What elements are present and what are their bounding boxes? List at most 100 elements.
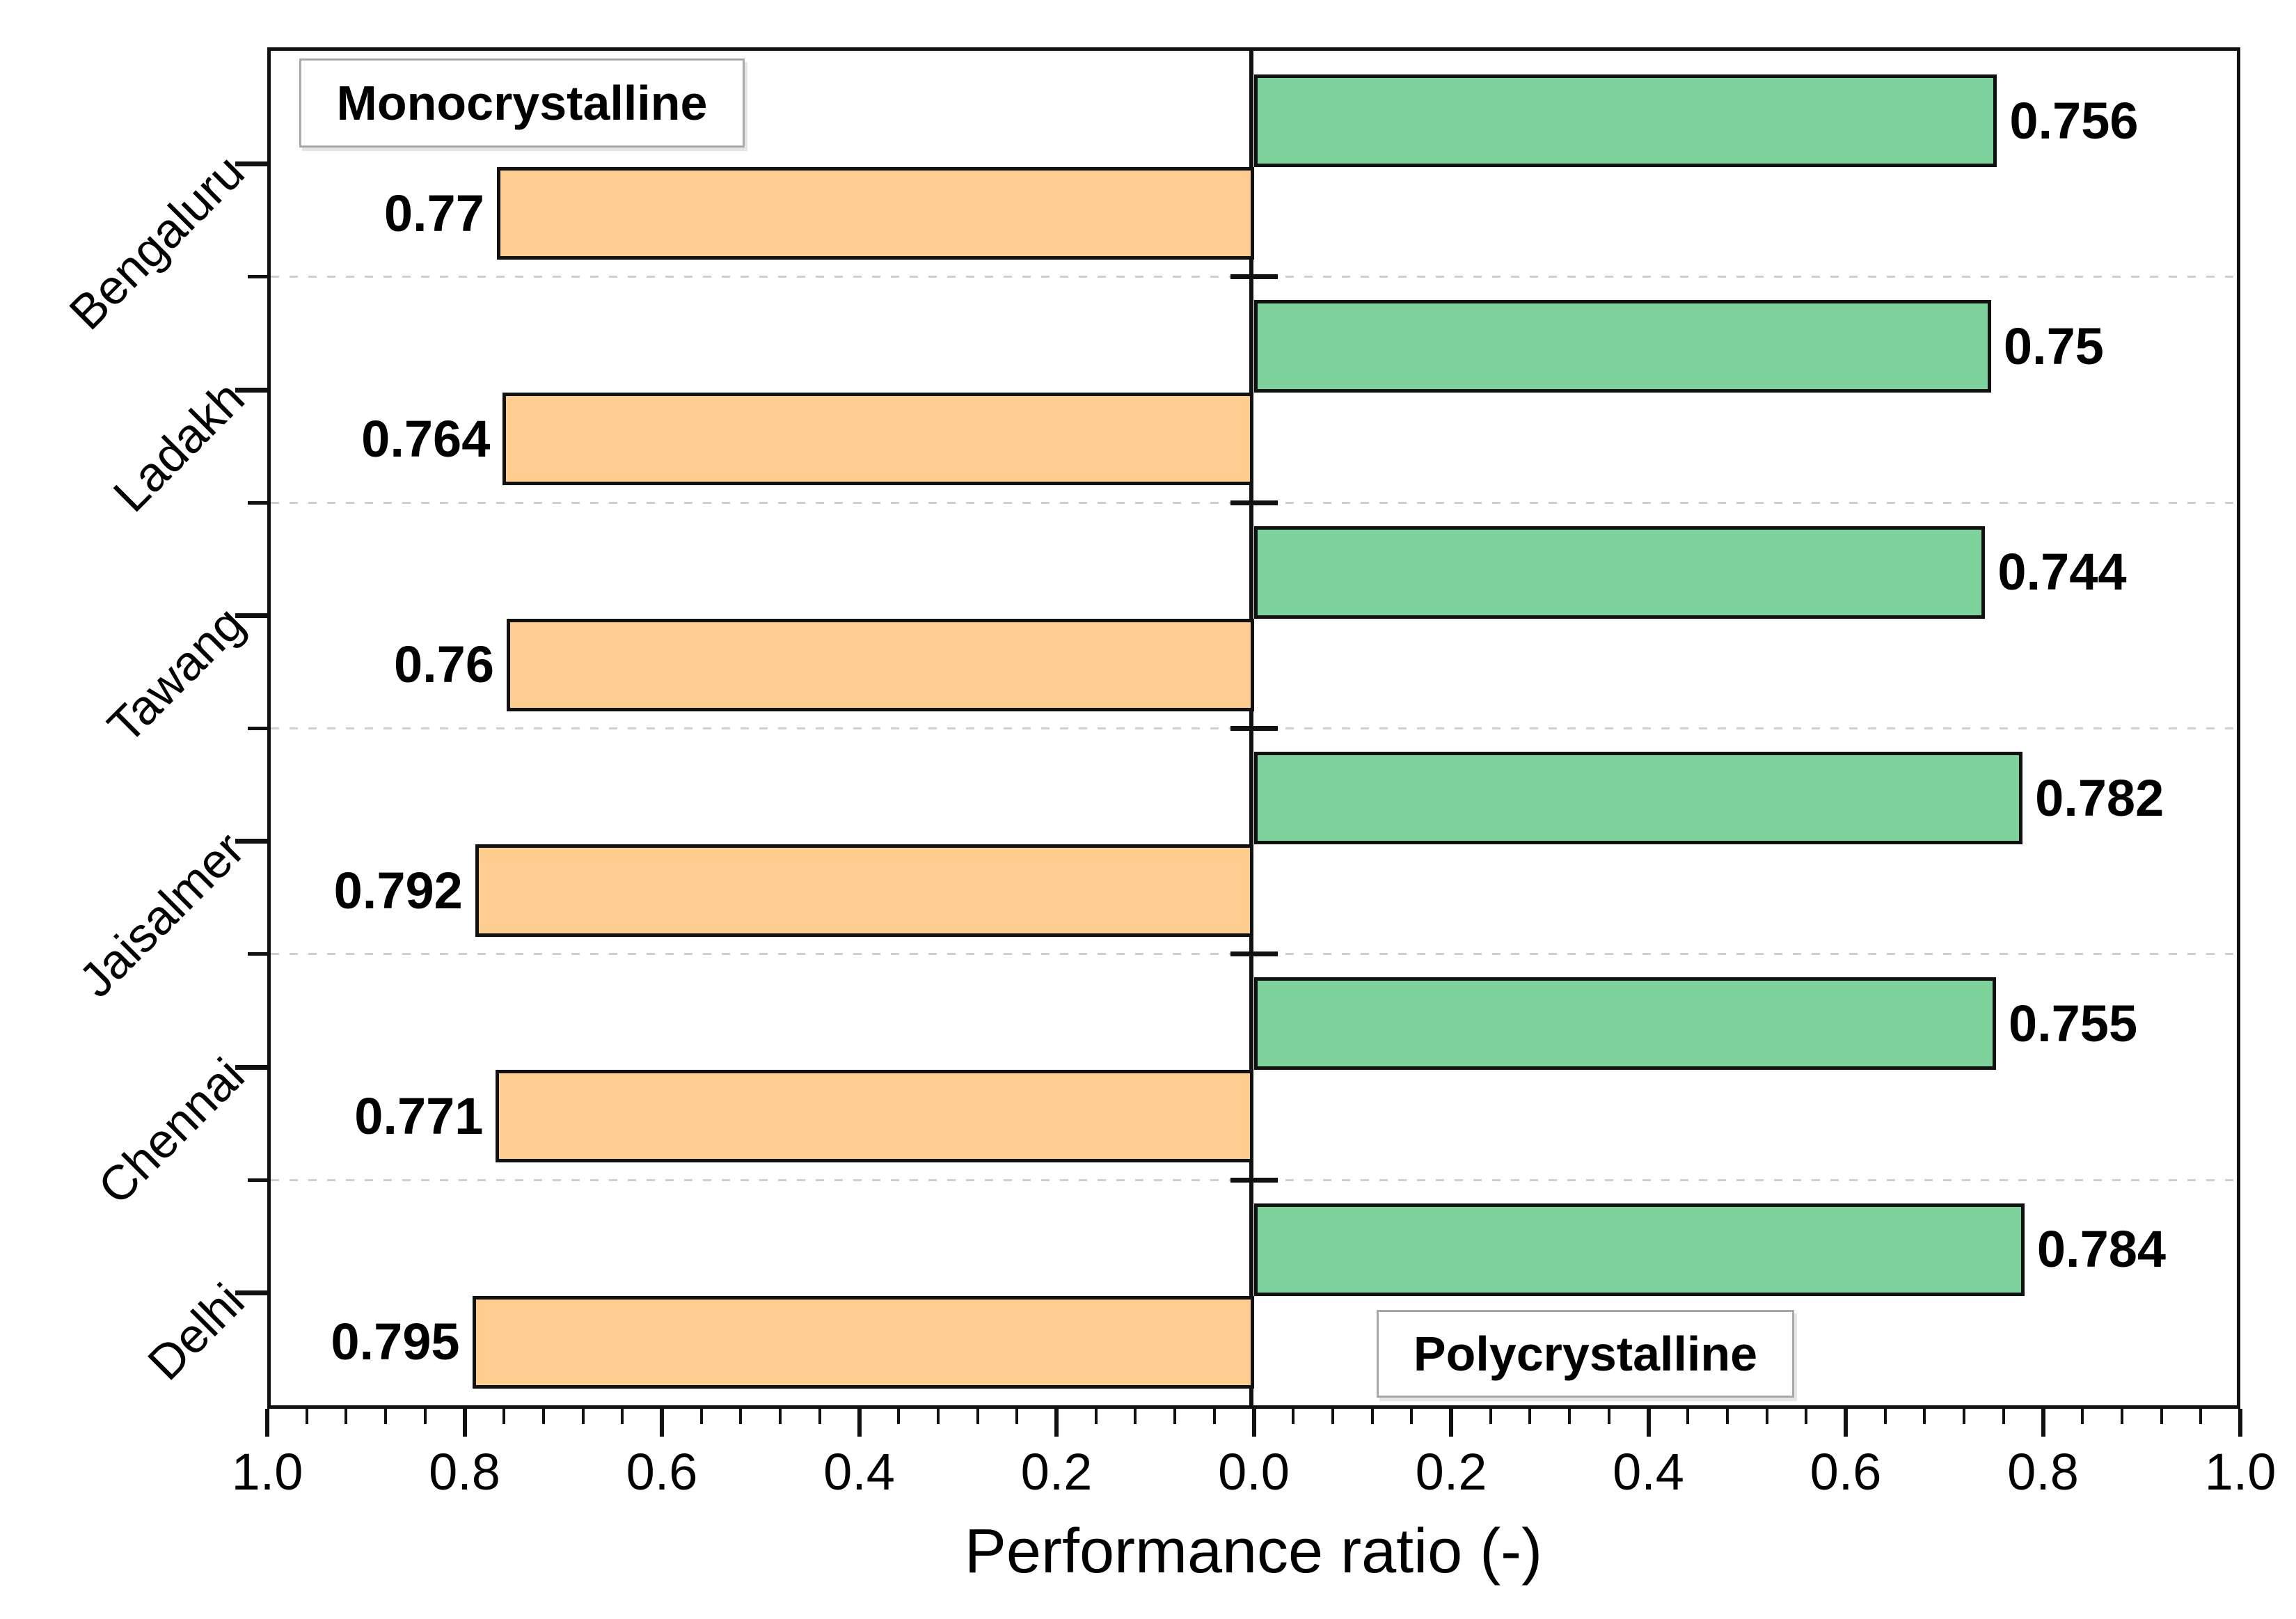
bar-value-label: 0.792 xyxy=(333,861,463,919)
x-axis-minor-tick xyxy=(936,1409,940,1424)
x-axis-minor-tick xyxy=(1173,1409,1177,1424)
x-axis-minor-tick xyxy=(739,1409,743,1424)
legend-polycrystalline: Polycrystalline xyxy=(1377,1310,1794,1398)
bar-polycrystalline-tawang xyxy=(1253,526,1986,619)
legend-monocrystalline-label: Monocrystalline xyxy=(336,76,708,130)
x-axis-minor-tick xyxy=(2160,1409,2163,1424)
x-axis-minor-tick xyxy=(621,1409,624,1424)
bar-value-label: 0.771 xyxy=(354,1087,484,1145)
x-axis-tick-label: 0.4 xyxy=(823,1443,895,1501)
x-axis-major-tick xyxy=(857,1409,862,1437)
x-axis-minor-tick xyxy=(1805,1409,1808,1424)
x-axis-minor-tick xyxy=(1568,1409,1571,1424)
x-axis-minor-tick xyxy=(1686,1409,1690,1424)
x-axis-minor-tick xyxy=(305,1409,308,1424)
x-axis-tick-label: 1.0 xyxy=(2204,1443,2277,1501)
y-axis-major-tick xyxy=(235,161,267,167)
bar-value-label: 0.782 xyxy=(2035,768,2164,827)
y-axis-major-tick xyxy=(235,1064,267,1070)
x-axis-minor-tick xyxy=(423,1409,427,1424)
x-axis-major-tick xyxy=(1251,1409,1256,1437)
x-axis-minor-tick xyxy=(1212,1409,1216,1424)
x-axis-minor-tick xyxy=(1883,1409,1887,1424)
x-axis-minor-tick xyxy=(779,1409,782,1424)
x-axis-tick-label: 0.6 xyxy=(1810,1443,1882,1501)
bar-value-label: 0.764 xyxy=(361,409,491,468)
x-axis-title: Performance ratio (-) xyxy=(964,1517,1543,1586)
bar-value-label: 0.744 xyxy=(1997,543,2127,601)
bar-monocrystalline-ladakh xyxy=(502,393,1254,486)
x-axis-minor-tick xyxy=(1528,1409,1532,1424)
x-axis-tick-label: 0.4 xyxy=(1613,1443,1684,1501)
x-axis-major-tick xyxy=(2041,1409,2045,1437)
x-axis-tick-label: 0.8 xyxy=(2007,1443,2079,1501)
x-axis-minor-tick xyxy=(1725,1409,1729,1424)
bar-value-label: 0.76 xyxy=(393,635,494,694)
bar-value-label: 0.75 xyxy=(2003,317,2104,375)
y-axis-major-tick xyxy=(235,839,267,844)
y-axis-major-tick xyxy=(235,1290,267,1295)
x-axis-tick-label: 0.0 xyxy=(1218,1443,1290,1501)
bar-monocrystalline-delhi xyxy=(472,1295,1254,1389)
bar-value-label: 0.756 xyxy=(2009,91,2139,150)
bar-monocrystalline-bengaluru xyxy=(496,167,1254,260)
plot-area: 0.756 0.77 0.75 0.764 0.744 0.76 0.782 0.792 0.7… xyxy=(267,47,2240,1409)
x-axis-tick-label: 0.2 xyxy=(1020,1443,1093,1501)
x-axis-minor-tick xyxy=(1489,1409,1492,1424)
y-axis-major-tick xyxy=(235,387,267,393)
x-axis-minor-tick xyxy=(1292,1409,1295,1424)
bar-polycrystalline-bengaluru xyxy=(1253,74,1997,168)
x-axis-minor-tick xyxy=(897,1409,901,1424)
x-axis-minor-tick xyxy=(1410,1409,1414,1424)
bar-value-label: 0.784 xyxy=(2036,1220,2167,1279)
x-axis-major-tick xyxy=(1646,1409,1651,1437)
x-axis-major-tick xyxy=(1054,1409,1059,1437)
x-axis-minor-tick xyxy=(2002,1409,2005,1424)
center-axis-boundary-tick xyxy=(1230,500,1278,505)
bar-value-label: 0.795 xyxy=(331,1313,460,1371)
center-axis-boundary-tick xyxy=(1230,726,1278,731)
x-axis-major-tick xyxy=(265,1409,269,1437)
bar-polycrystalline-ladakh xyxy=(1253,300,1991,393)
legend-polycrystalline-label: Polycrystalline xyxy=(1413,1327,1758,1381)
x-axis-minor-tick xyxy=(345,1409,348,1424)
x-axis-major-tick xyxy=(1449,1409,1453,1437)
bar-value-label: 0.77 xyxy=(383,184,484,242)
y-axis-boundary-tick xyxy=(248,952,267,956)
x-axis-minor-tick xyxy=(541,1409,545,1424)
y-axis-boundary-tick xyxy=(248,275,267,279)
bar-polycrystalline-chennai xyxy=(1253,977,1996,1071)
x-axis-minor-tick xyxy=(1923,1409,1926,1424)
bar-monocrystalline-tawang xyxy=(507,618,1254,711)
x-axis-minor-tick xyxy=(1015,1409,1019,1424)
x-axis-major-tick xyxy=(2238,1409,2242,1437)
x-axis-minor-tick xyxy=(502,1409,506,1424)
x-axis-minor-tick xyxy=(2081,1409,2084,1424)
x-axis-major-tick xyxy=(462,1409,467,1437)
center-axis-boundary-tick xyxy=(1230,274,1278,280)
x-axis-minor-tick xyxy=(1331,1409,1334,1424)
x-axis-minor-tick xyxy=(1134,1409,1137,1424)
x-axis-tick-label: 0.8 xyxy=(429,1443,500,1501)
x-axis-minor-tick xyxy=(699,1409,703,1424)
x-axis-minor-tick xyxy=(818,1409,821,1424)
bar-polycrystalline-delhi xyxy=(1253,1203,2025,1296)
x-axis-minor-tick xyxy=(1094,1409,1098,1424)
y-axis-boundary-tick xyxy=(248,1178,267,1182)
center-axis-boundary-tick xyxy=(1230,951,1278,957)
x-axis-tick-label: 0.6 xyxy=(626,1443,698,1501)
x-axis-major-tick xyxy=(1844,1409,1848,1437)
x-axis-minor-tick xyxy=(1370,1409,1374,1424)
x-axis-minor-tick xyxy=(581,1409,585,1424)
x-axis-minor-tick xyxy=(976,1409,979,1424)
x-axis-minor-tick xyxy=(2199,1409,2203,1424)
bar-monocrystalline-chennai xyxy=(496,1070,1254,1163)
x-axis-tick-label: 0.2 xyxy=(1415,1443,1487,1501)
y-axis-major-tick xyxy=(235,613,267,618)
bar-polycrystalline-jaisalmer xyxy=(1253,752,2023,845)
bar-value-label: 0.755 xyxy=(2008,994,2138,1052)
x-axis-minor-tick xyxy=(1607,1409,1610,1424)
x-axis-major-tick xyxy=(660,1409,664,1437)
x-axis-minor-tick xyxy=(2120,1409,2123,1424)
